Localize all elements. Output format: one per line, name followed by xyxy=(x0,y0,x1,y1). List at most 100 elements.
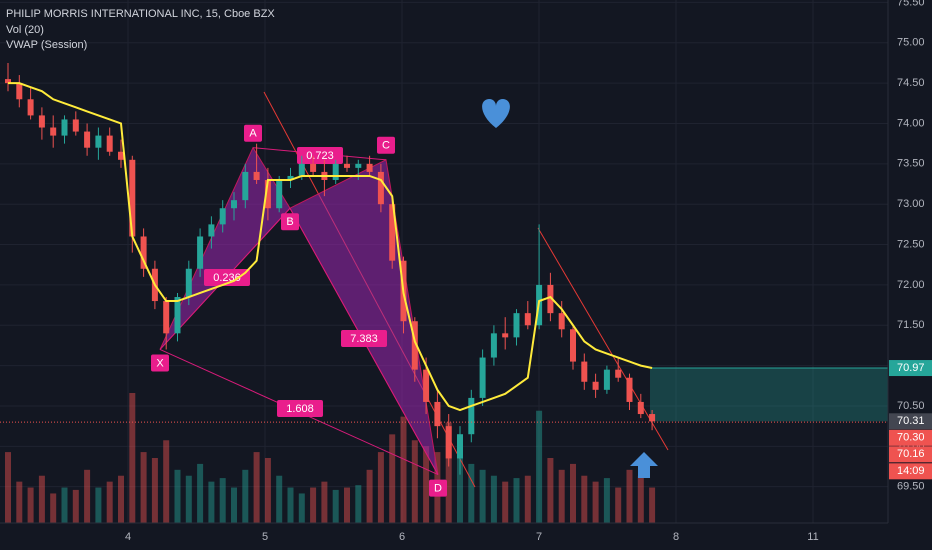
y-tick-label: 72.50 xyxy=(897,238,925,250)
pattern-point-box xyxy=(151,354,169,372)
candle-body xyxy=(264,179,271,209)
volume-bar xyxy=(287,487,294,523)
pattern-ratio-label: 1.608 xyxy=(286,403,314,415)
candle-body xyxy=(61,119,68,136)
candle-body xyxy=(524,313,531,326)
y-tick-label: 70.50 xyxy=(897,400,925,412)
volume-bar xyxy=(615,487,622,523)
candle-body xyxy=(129,159,136,237)
volume-bar xyxy=(355,485,362,523)
candle-body xyxy=(570,329,576,362)
volume-bar xyxy=(377,452,384,523)
candle-body xyxy=(332,163,339,180)
candle-body xyxy=(95,135,102,148)
candle-body xyxy=(344,163,350,168)
y-tick-label: 73.00 xyxy=(897,198,925,210)
pattern-point-label: A xyxy=(249,128,257,140)
pattern-point-box xyxy=(281,213,299,231)
candle-body xyxy=(649,414,656,422)
candle-body xyxy=(174,297,181,334)
volume-bar xyxy=(129,393,136,523)
candle-body xyxy=(163,301,170,334)
y-tick-label: 74.00 xyxy=(897,117,925,129)
volume-bar xyxy=(253,452,260,523)
volume-bar xyxy=(16,481,23,523)
pattern-point-label: C xyxy=(382,140,390,152)
volume-bar xyxy=(603,478,610,523)
candle-body xyxy=(355,163,362,168)
volume-bar xyxy=(242,469,249,523)
indicator-label: Vol (20) xyxy=(6,24,44,36)
volume-bar xyxy=(570,463,576,523)
pattern-ratio-label: 7.383 xyxy=(350,333,378,345)
pattern-ratio-box xyxy=(297,147,343,164)
candle-body xyxy=(389,204,396,261)
pattern-point-box xyxy=(429,479,447,497)
volume-bar xyxy=(547,458,554,523)
trend-line xyxy=(537,227,669,451)
candle-body xyxy=(445,426,452,459)
volume-bar xyxy=(50,493,57,523)
volume-bar xyxy=(231,487,237,523)
price-tag xyxy=(889,429,932,446)
volume-bar xyxy=(389,434,396,523)
x-tick-label: 4 xyxy=(125,531,131,543)
candle-body xyxy=(581,361,588,382)
candle-body xyxy=(72,119,79,132)
y-tick-label: 75.50 xyxy=(897,0,925,8)
candle-body xyxy=(468,397,475,435)
candle-body xyxy=(626,377,633,402)
y-tick-label: 74.50 xyxy=(897,77,925,89)
volume-bar xyxy=(626,469,633,523)
price-tag xyxy=(889,360,932,377)
candle-body xyxy=(140,236,147,269)
candle-body xyxy=(219,208,226,225)
volume-bar xyxy=(27,487,34,523)
candle-body xyxy=(253,171,260,180)
y-tick-label: 72.00 xyxy=(897,279,925,291)
candle-body xyxy=(547,284,554,314)
pattern-ratio-label: 0.723 xyxy=(306,150,334,162)
countdown-label: 14:09 xyxy=(897,465,925,477)
candle-body xyxy=(592,381,599,390)
volume-bar xyxy=(423,446,430,523)
volume-bar xyxy=(649,487,656,523)
candle-body xyxy=(637,401,644,415)
volume-bar xyxy=(592,481,599,523)
zone-layer xyxy=(650,367,888,422)
y-tick-label: 75.00 xyxy=(897,37,925,49)
candle-body xyxy=(615,369,622,378)
candle-body xyxy=(479,357,486,398)
volume-bar xyxy=(445,422,452,523)
volume-bar xyxy=(140,452,147,523)
x-tick-label: 6 xyxy=(399,531,405,543)
candle-body xyxy=(502,333,509,338)
volume-bar xyxy=(366,469,373,523)
pattern-ratio-box xyxy=(341,330,387,347)
candle-body xyxy=(276,179,283,209)
volume-bar xyxy=(163,440,170,523)
candle-body xyxy=(457,434,463,459)
volume-bar xyxy=(219,478,226,523)
volume-bar xyxy=(118,475,124,523)
pattern-point-box xyxy=(244,124,262,142)
candle-body xyxy=(84,131,91,148)
volume-bar xyxy=(264,458,271,523)
candle-body xyxy=(287,175,294,180)
countdown-tag xyxy=(889,463,932,480)
volume-bar xyxy=(185,475,192,523)
candle-body xyxy=(106,135,113,152)
candle-body xyxy=(242,171,249,201)
price-tag-label: 70.16 xyxy=(897,448,925,460)
candle-body xyxy=(197,236,204,269)
candle-body xyxy=(27,99,34,116)
candle-body xyxy=(490,333,497,358)
y-tick-label: 71.50 xyxy=(897,319,925,331)
candle-body xyxy=(231,200,237,209)
x-tick-label: 11 xyxy=(807,531,818,543)
pattern-point-box xyxy=(377,136,395,154)
candle-body xyxy=(16,83,23,100)
volume-bar xyxy=(400,416,407,523)
